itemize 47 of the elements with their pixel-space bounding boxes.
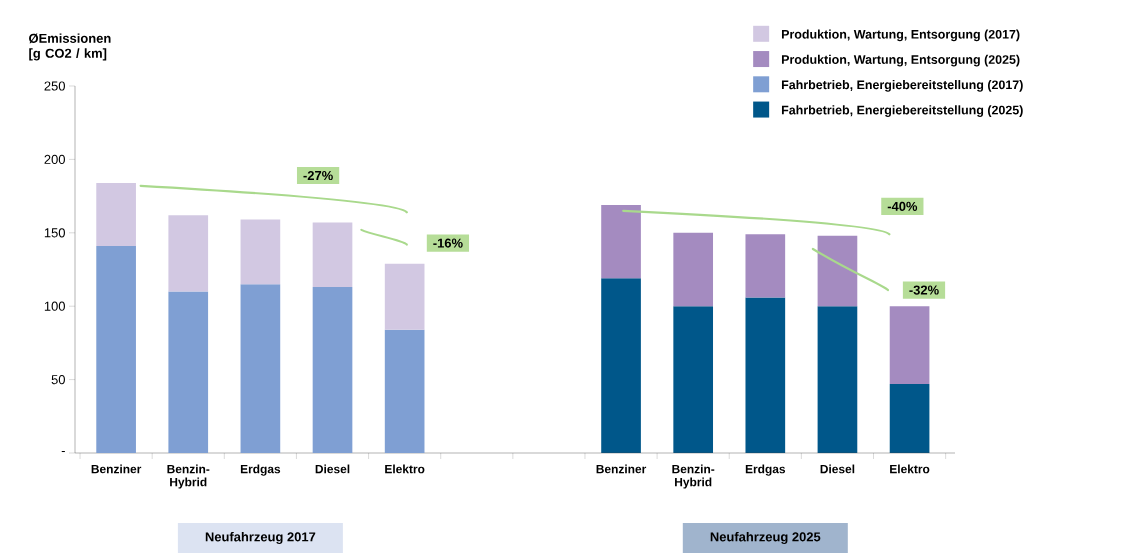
x-tick-label: Benzin-Hybrid	[672, 464, 715, 489]
bar	[168, 291, 209, 453]
bar	[312, 287, 353, 453]
bar	[673, 232, 714, 307]
bar	[96, 182, 136, 247]
x-tick-label: Benziner	[596, 464, 647, 474]
x-tick-label: Erdgas	[240, 464, 281, 476]
bar	[601, 278, 641, 453]
x-tick-label: Elektro	[890, 464, 930, 474]
text: Neufahrzeug 2017	[205, 531, 316, 545]
y-tick-label: 200	[44, 154, 65, 164]
x-tick-label: Elektro	[385, 464, 425, 474]
bar	[673, 306, 714, 453]
legend-label: Produktion, Wartung, Entsorgung (2017)	[781, 29, 1020, 42]
y-tick-label: 250	[44, 81, 65, 91]
annotation: -16%	[433, 238, 463, 248]
bar	[240, 219, 281, 285]
bar	[240, 284, 281, 453]
y-tick-label: -	[61, 451, 65, 453]
legend-label: Fahrbetrieb, Energiebereitstellung (2025)	[781, 105, 1023, 117]
bar	[384, 329, 425, 453]
x-tick-label: Diesel	[820, 464, 855, 474]
legend-label: Fahrbetrieb, Energiebereitstellung (2017)	[781, 80, 1023, 92]
annotation: -40%	[887, 201, 918, 211]
text: Neufahrzeug 2025	[710, 531, 821, 545]
y-tick-label: 150	[44, 228, 65, 238]
bar	[817, 235, 858, 307]
annotation: -32%	[909, 285, 939, 295]
x-tick-label: Diesel	[315, 464, 350, 474]
legend-label: Produktion, Wartung, Entsorgung (2025)	[781, 54, 1020, 67]
x-tick-label: Benzin-Hybrid	[167, 464, 210, 489]
bar	[601, 204, 641, 279]
bar	[745, 297, 786, 453]
annotation: -27%	[303, 170, 333, 181]
bar	[384, 263, 425, 330]
x-tick-label: Erdgas	[745, 464, 786, 476]
y-tick-label: 100	[44, 301, 65, 311]
y-axis-title: ØEmissionen [g CO2 / km]	[29, 33, 111, 61]
bar	[889, 384, 930, 453]
bar	[168, 215, 209, 292]
y-tick-label: 50	[51, 375, 65, 385]
bar	[96, 246, 136, 453]
bar	[312, 222, 353, 288]
bar	[889, 306, 930, 384]
bar	[745, 234, 786, 298]
x-tick-label: Benziner	[91, 464, 142, 474]
bar	[817, 306, 858, 453]
